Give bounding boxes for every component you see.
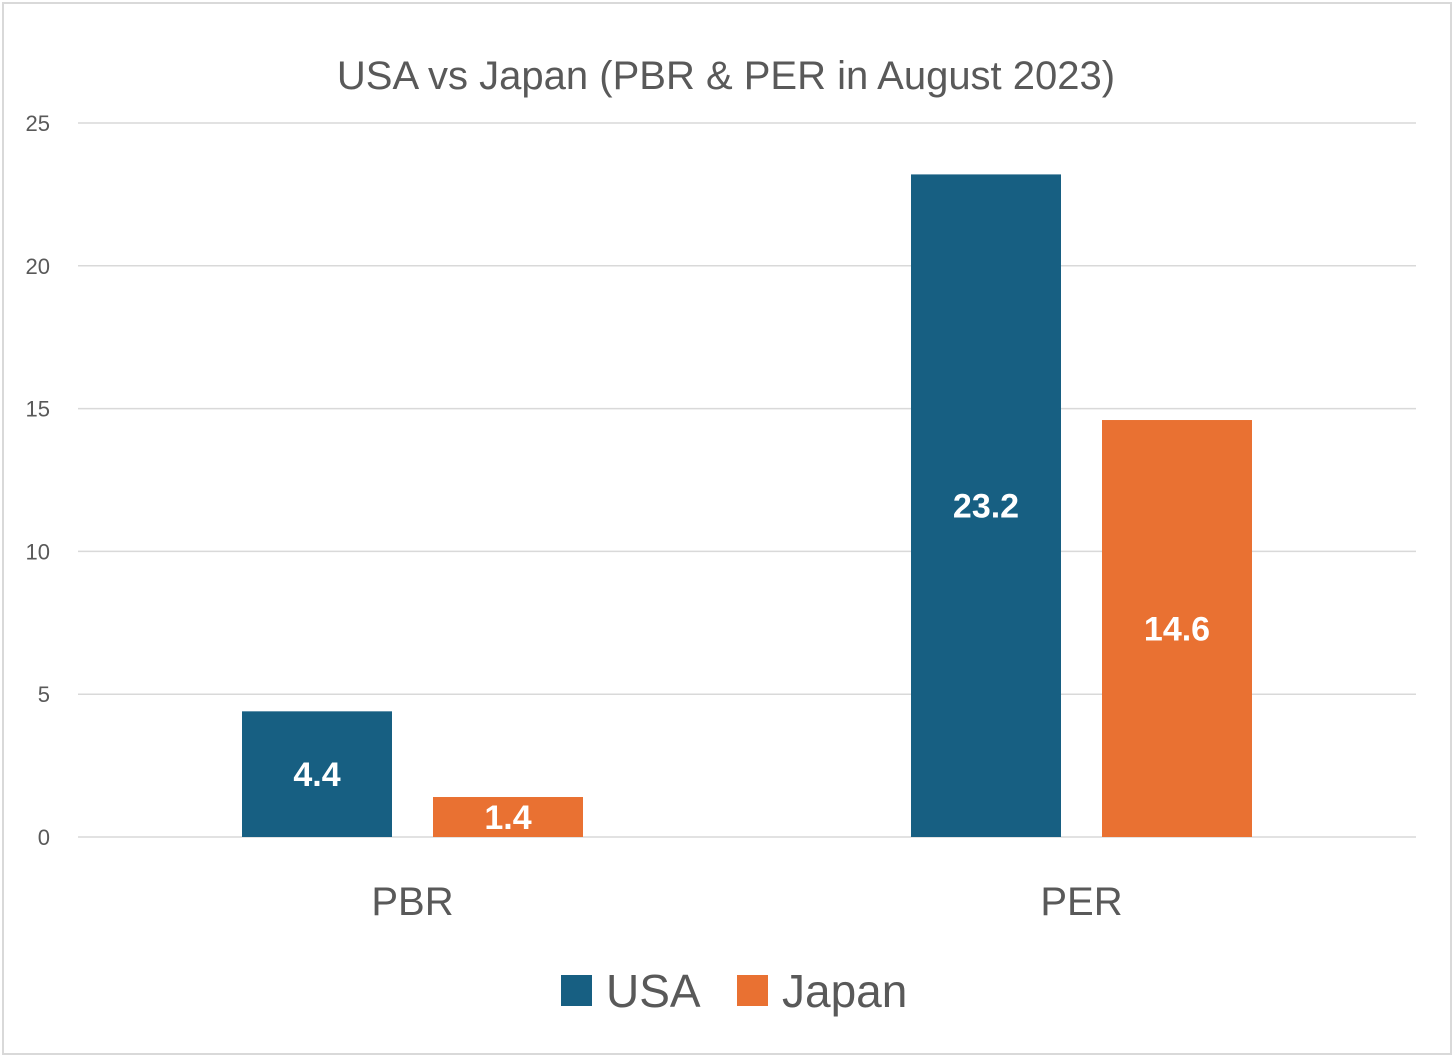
legend-item-usa: USA [561, 965, 701, 1017]
legend-swatch [561, 975, 592, 1006]
bar-japan-pbr [433, 797, 583, 837]
y-tick-label: 25 [26, 111, 50, 136]
data-label: 4.4 [293, 756, 340, 794]
data-label: 1.4 [484, 799, 531, 837]
x-axis-ticks: PBR PER [371, 880, 1122, 924]
y-tick-label: 5 [38, 682, 50, 707]
legend-label: Japan [782, 965, 907, 1017]
legend-swatch [737, 975, 768, 1006]
data-labels: 4.4 1.4 23.2 14.6 [293, 488, 1210, 837]
bar-japan-per [1102, 420, 1252, 837]
y-tick-label: 20 [26, 254, 50, 279]
bar-usa-pbr [242, 711, 392, 837]
legend-label: USA [606, 965, 701, 1017]
chart-title: USA vs Japan (PBR & PER in August 2023) [337, 54, 1115, 98]
data-label: 14.6 [1144, 611, 1210, 649]
y-axis-ticks: 0 5 10 15 20 25 [26, 111, 50, 850]
x-tick-label: PBR [371, 880, 453, 924]
y-tick-label: 10 [26, 539, 50, 564]
data-label: 23.2 [953, 488, 1019, 526]
bars [242, 174, 1252, 837]
legend-item-japan: Japan [737, 965, 907, 1017]
legend: USA Japan [561, 965, 907, 1017]
y-tick-label: 15 [26, 397, 50, 422]
x-tick-label: PER [1040, 880, 1122, 924]
y-tick-label: 0 [38, 825, 50, 850]
bar-usa-per [911, 174, 1061, 837]
